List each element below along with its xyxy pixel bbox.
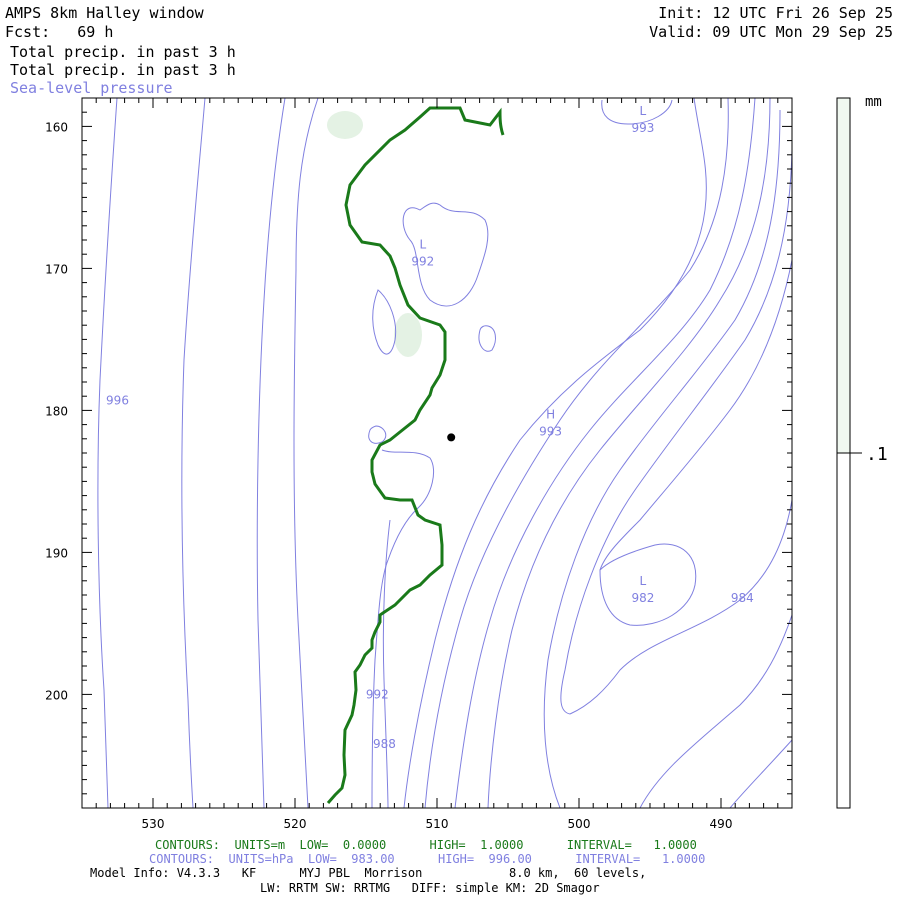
model-info-physics: LW: RRTM SW: RRTMG DIFF: simple KM: 2D S…: [260, 881, 600, 895]
x-tick-label: 530: [142, 817, 165, 831]
pressure-labels: 996 L 993 L 992 H 993 L 982 984 992 988: [106, 104, 754, 751]
isobar: [424, 97, 729, 809]
isobar: [293, 97, 319, 809]
isobar: [368, 425, 387, 444]
isobar: [382, 519, 391, 809]
contour-info-pressure: CONTOURS: UNITS=hPa LOW= 983.00 HIGH= 99…: [149, 852, 706, 866]
field-label-2: Total precip. in past 3 h: [10, 61, 236, 79]
init-time: Init: 12 UTC Fri 26 Sep 25: [658, 4, 893, 22]
pressure-value-label: 988: [373, 737, 396, 751]
isobar: [181, 97, 206, 809]
pressure-value-label: 993: [631, 121, 654, 135]
isobar: [403, 97, 707, 809]
y-tick-label: 190: [45, 546, 68, 560]
field-label-3: Sea-level pressure: [10, 79, 173, 97]
isobar: [478, 325, 496, 352]
isobar: [372, 289, 397, 355]
model-info: Model Info: V4.3.3 KF MYJ PBL Morrison 8…: [90, 866, 647, 880]
x-tick-label: 490: [710, 817, 733, 831]
isobar: [599, 259, 793, 571]
contour-info-height: CONTOURS: UNITS=m LOW= 0.0000 HIGH= 1.00…: [155, 838, 697, 852]
isobar: [454, 97, 756, 809]
pressure-value-label: 992: [366, 687, 389, 701]
low-marker: L: [419, 237, 426, 251]
pressure-value-label: 982: [631, 591, 654, 605]
isobar: [599, 543, 697, 626]
pressure-value-label: 993: [539, 425, 562, 439]
isobar: [97, 97, 118, 809]
precip-blob: [394, 313, 422, 357]
isobar: [487, 97, 771, 809]
isobar: [402, 202, 489, 307]
isobar: [256, 97, 286, 809]
precip-blob: [327, 111, 363, 139]
colorbar-shaded-segment: [836, 97, 851, 454]
precip-shading: [327, 111, 422, 357]
low-marker: L: [640, 574, 647, 588]
low-marker: L: [640, 104, 647, 118]
isobar: [639, 614, 793, 809]
axis-ticks: [81, 97, 793, 809]
y-tick-label: 160: [45, 120, 68, 134]
pressure-value-label: 992: [411, 254, 434, 268]
pressure-value-label: 996: [106, 393, 129, 407]
isobar: [601, 99, 673, 125]
y-tick-label: 200: [45, 688, 68, 702]
forecast-hour: Fcst: 69 h: [5, 23, 114, 41]
y-tick-label: 180: [45, 404, 68, 418]
pressure-contours: [97, 97, 793, 809]
station-marker: [447, 433, 456, 442]
x-tick-label: 500: [568, 817, 591, 831]
field-label-1: Total precip. in past 3 h: [10, 43, 236, 61]
chart-title: AMPS 8km Halley window: [5, 4, 204, 22]
colorbar-label: .1: [866, 444, 888, 465]
isobar: [371, 449, 434, 809]
x-tick-label: 510: [426, 817, 449, 831]
x-tick-label: 520: [284, 817, 307, 831]
isobar: [560, 149, 793, 715]
isobar: [543, 109, 781, 809]
isobar: [569, 499, 793, 715]
isobar: [729, 739, 793, 809]
valid-time: Valid: 09 UTC Mon 29 Sep 25: [649, 23, 893, 41]
colorbar-unit: mm: [865, 94, 882, 110]
pressure-value-label: 984: [731, 591, 754, 605]
y-tick-label: 170: [45, 262, 68, 276]
coastline: [326, 106, 505, 804]
high-marker: H: [546, 408, 555, 422]
axis-tick-labels: 530 520 510 500 490 160 170 180 190 200: [45, 120, 732, 831]
